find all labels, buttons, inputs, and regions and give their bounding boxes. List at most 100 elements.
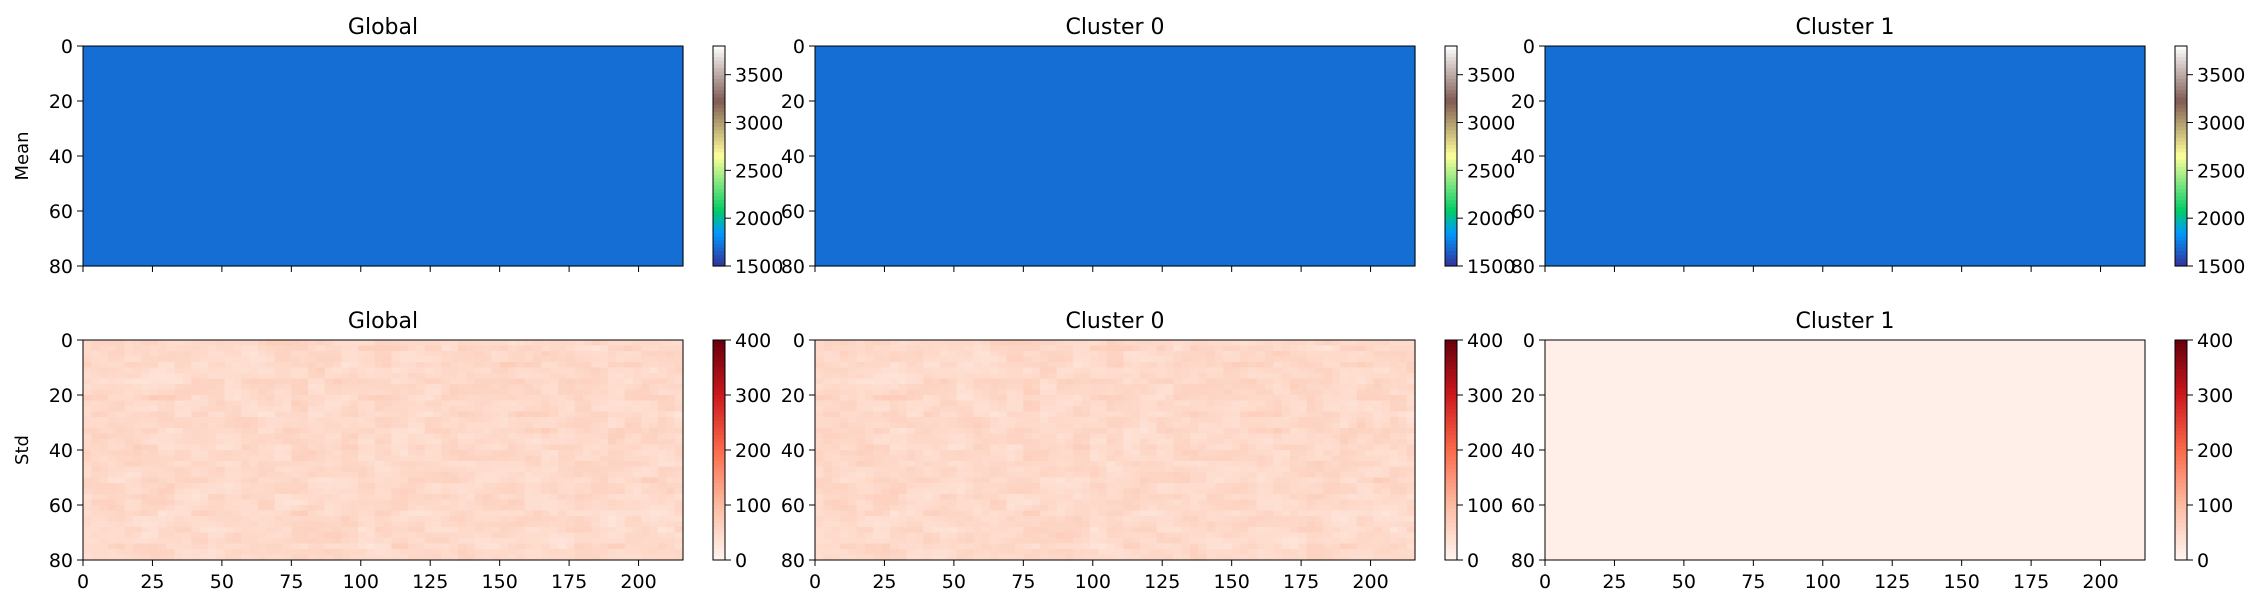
heatmap-cell <box>241 227 251 234</box>
heatmap-cell <box>149 95 159 102</box>
heatmap-cell <box>1256 46 1266 53</box>
heatmap-cell <box>274 57 284 64</box>
heatmap-cell <box>383 73 392 80</box>
colorbar-segment <box>713 86 725 91</box>
heatmap-cell <box>416 73 426 80</box>
heatmap-cell <box>633 139 642 146</box>
heatmap-cell <box>224 57 234 64</box>
heatmap-cell <box>566 117 576 124</box>
heatmap-cell <box>116 167 126 174</box>
heatmap-cell <box>1381 150 1391 157</box>
heatmap-cell <box>208 95 217 102</box>
heatmap-cell <box>840 167 849 174</box>
heatmap-cell <box>391 150 401 157</box>
heatmap-cell <box>533 139 542 146</box>
heatmap-cell <box>283 255 292 262</box>
heatmap-cell <box>1123 106 1133 113</box>
heatmap-cell <box>591 62 601 69</box>
heatmap-cell <box>990 68 999 75</box>
heatmap-cell <box>274 255 284 262</box>
heatmap-cell <box>574 156 584 163</box>
heatmap-cell <box>1081 112 1091 119</box>
heatmap-cell <box>906 189 916 196</box>
heatmap-cell <box>133 178 142 185</box>
heatmap-cell <box>116 106 126 113</box>
heatmap-cell <box>898 183 908 190</box>
heatmap-cell <box>566 189 576 196</box>
heatmap-cell <box>516 194 526 201</box>
heatmap-cell <box>881 156 891 163</box>
heatmap-cell <box>1248 84 1258 91</box>
heatmap-cell <box>1023 62 1033 69</box>
heatmap-cell <box>149 194 159 201</box>
heatmap-cell <box>1256 57 1266 64</box>
heatmap-cell <box>674 178 684 185</box>
heatmap-cell <box>583 134 592 141</box>
heatmap-cell <box>915 95 924 102</box>
heatmap-cell <box>599 167 609 174</box>
heatmap-cell <box>624 117 634 124</box>
heatmap-cell <box>1290 167 1299 174</box>
heatmap-cell <box>358 183 367 190</box>
heatmap-cell <box>649 194 659 201</box>
heatmap-cell <box>616 216 626 223</box>
heatmap-cell <box>1323 84 1333 91</box>
heatmap-cell <box>233 211 242 218</box>
heatmap-cell <box>965 79 974 86</box>
heatmap-cell <box>616 238 626 245</box>
heatmap-cell <box>1106 95 1116 102</box>
heatmap-cell <box>583 255 592 262</box>
heatmap-cell <box>1165 117 1174 124</box>
heatmap-cell <box>258 222 267 229</box>
heatmap-cell <box>1290 51 1299 58</box>
heatmap-cell <box>374 156 384 163</box>
heatmap-cell <box>233 233 242 240</box>
heatmap-cell <box>308 134 317 141</box>
heatmap-cell <box>1173 161 1183 168</box>
heatmap-cell <box>508 238 517 245</box>
heatmap-cell <box>341 167 351 174</box>
heatmap-cell <box>216 216 226 223</box>
heatmap-cell <box>574 238 584 245</box>
heatmap-cell <box>1306 178 1316 185</box>
heatmap-cell <box>1031 161 1041 168</box>
heatmap-cell <box>374 145 384 152</box>
heatmap-cell <box>599 117 609 124</box>
heatmap-cell <box>1023 46 1033 53</box>
heatmap-cell <box>591 123 601 130</box>
heatmap-cell <box>208 117 217 124</box>
heatmap-cell <box>449 145 459 152</box>
heatmap-cell <box>1265 101 1274 108</box>
heatmap-cell <box>358 222 367 229</box>
heatmap-cell <box>116 238 126 245</box>
heatmap-cell <box>133 172 142 179</box>
heatmap-cell <box>956 150 966 157</box>
heatmap-cell <box>1356 51 1366 58</box>
heatmap-cell <box>1306 156 1316 163</box>
heatmap-cell <box>408 216 417 223</box>
colorbar-segment <box>713 152 725 157</box>
heatmap-cell <box>1240 101 1249 108</box>
heatmap-cell <box>1140 101 1149 108</box>
heatmap-cell <box>1356 68 1366 75</box>
heatmap-cell <box>1206 178 1216 185</box>
heatmap-cell <box>274 150 284 157</box>
heatmap-cell <box>491 106 501 113</box>
heatmap-cell <box>1106 183 1116 190</box>
heatmap-cell <box>408 79 417 86</box>
heatmap-cell <box>840 139 849 146</box>
heatmap-cell <box>1381 161 1391 168</box>
heatmap-cell <box>1198 183 1208 190</box>
heatmap-cell <box>990 79 999 86</box>
heatmap-cell <box>1056 194 1066 201</box>
heatmap-cell <box>424 238 434 245</box>
heatmap-cell <box>466 222 476 229</box>
heatmap-cell <box>1265 128 1274 135</box>
heatmap-cell <box>641 194 651 201</box>
heatmap-cell <box>624 161 634 168</box>
heatmap-cell <box>1248 46 1258 53</box>
heatmap-cell <box>308 79 317 86</box>
heatmap-cell <box>1006 51 1016 58</box>
heatmap-cell <box>141 95 151 102</box>
heatmap-cell <box>466 238 476 245</box>
